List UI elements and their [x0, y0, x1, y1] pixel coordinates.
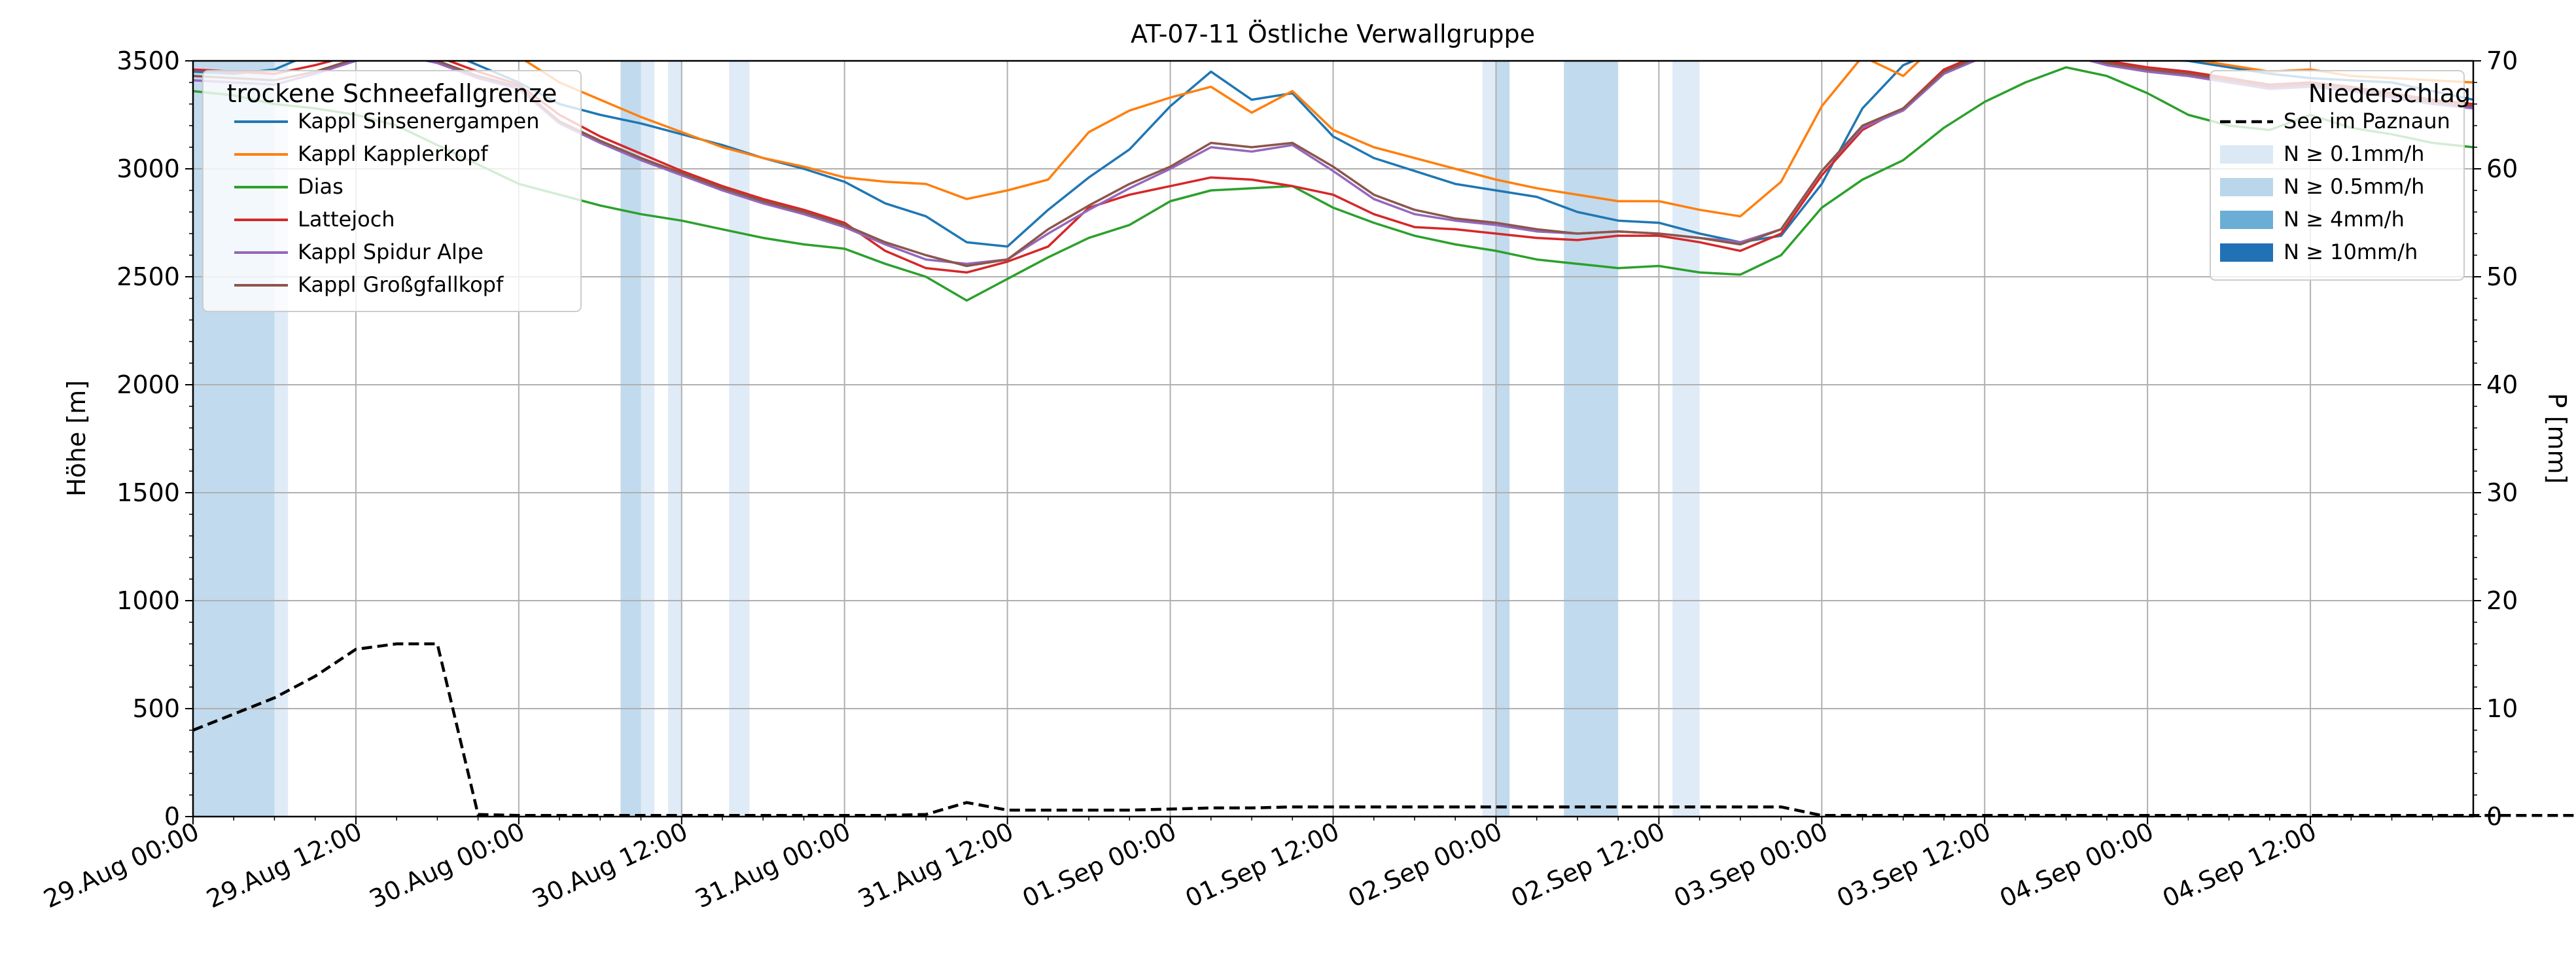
snowline-series	[193, 61, 2473, 302]
legend-entry-label: Lattejoch	[298, 207, 395, 232]
x-tick-label: 29.Aug 00:00	[39, 817, 203, 913]
legend-precipitation-box	[2210, 70, 2465, 281]
y-axis-left-label: Höhe [m]	[62, 380, 91, 497]
legend-snowline-items: Kappl Sinsenergampen Kappl Kapplerkopf Dia…	[234, 109, 540, 297]
precip-band	[1564, 61, 1619, 817]
legend-snowline: trockene Schneefallgrenze Kappl Sinsener…	[202, 70, 582, 312]
legend-entry-label: See im Paznaun	[2284, 109, 2450, 133]
y-tick-label-right: 50	[2486, 262, 2518, 291]
y-tick-label-right: 60	[2486, 154, 2518, 183]
x-tick-label: 01.Sep 12:00	[1181, 817, 1343, 913]
y-tick-label-left: 1000	[116, 586, 180, 615]
legend-swatch	[2220, 211, 2273, 229]
y-tick-label-left: 1500	[116, 478, 180, 507]
legend-snowline-box	[202, 70, 582, 312]
precip-line	[192, 642, 2576, 817]
precipitation-series	[192, 642, 2576, 817]
precip-band	[1496, 61, 1510, 817]
legend-swatch	[2220, 243, 2273, 262]
x-tick-label: 31.Aug 00:00	[691, 817, 855, 913]
x-tick-label: 03.Sep 00:00	[1670, 817, 1832, 913]
y-tick-label-right: 40	[2486, 370, 2518, 399]
y-tick-label-right: 30	[2486, 478, 2518, 507]
series-line	[193, 61, 2473, 248]
y-tick-label-left: 0	[164, 802, 180, 831]
chart-title: AT-07-11 Östliche Verwallgruppe	[1131, 20, 1535, 48]
legend-entry-label: N ≥ 10mm/h	[2284, 239, 2418, 264]
series-line	[193, 66, 2473, 302]
precip-band	[1482, 61, 1496, 817]
x-tick-label: 03.Sep 12:00	[1833, 817, 1995, 913]
legend-entry-label: N ≥ 0.1mm/h	[2284, 141, 2424, 166]
x-tick-label: 30.Aug 12:00	[528, 817, 692, 913]
legend-precipitation-items: See im Paznaun N ≥ 0.1mm/h N ≥ 0.5mm/h N ≥ …	[2220, 109, 2450, 264]
series-line	[193, 61, 2473, 265]
x-tick-label: 04.Sep 00:00	[1995, 817, 2157, 913]
precip-band	[729, 61, 750, 817]
legend-precipitation-title: Niederschlag	[2308, 79, 2471, 108]
y-tick-label-left: 500	[132, 694, 180, 723]
legend-snowline-title: trockene Schneefallgrenze	[227, 79, 557, 108]
legend-entry-label: Kappl Spidur Alpe	[298, 239, 484, 264]
legend-entry-label: N ≥ 4mm/h	[2284, 207, 2405, 232]
legend-entry-label: Kappl Sinsenergampen	[298, 109, 540, 133]
y-axis-left: 0 500 1000 1500 2000 2500 3000 3500	[116, 46, 193, 831]
x-tick-label: 04.Sep 12:00	[2158, 817, 2320, 913]
precip-band	[1672, 61, 1700, 817]
legend-swatch	[2220, 178, 2273, 196]
legend-entry-label: Kappl Großgfallkopf	[298, 272, 504, 297]
legend-precipitation: Niederschlag See im Paznaun N ≥ 0.1mm/h N …	[2210, 70, 2471, 281]
y-tick-label-right: 70	[2486, 46, 2518, 75]
x-tick-label: 31.Aug 12:00	[854, 817, 1018, 913]
legend-entry-label: Dias	[298, 174, 344, 199]
legend-entry-label: Kappl Kapplerkopf	[298, 141, 488, 166]
y-tick-label-right: 0	[2486, 802, 2502, 831]
y-axis-right-label: P [mm]	[2543, 393, 2571, 484]
y-tick-label-left: 2500	[116, 262, 180, 291]
x-tick-label: 29.Aug 12:00	[202, 817, 366, 913]
y-tick-label-left: 3500	[116, 46, 180, 75]
precipitation-bands	[193, 61, 1700, 817]
precip-band	[668, 61, 682, 817]
x-tick-label: 30.Aug 00:00	[365, 817, 529, 913]
x-tick-label: 02.Sep 12:00	[1507, 817, 1669, 913]
y-tick-label-right: 10	[2486, 694, 2518, 723]
y-tick-label-right: 20	[2486, 586, 2518, 615]
x-tick-label: 01.Sep 00:00	[1018, 817, 1180, 913]
series-line	[193, 61, 2473, 268]
legend-entry-label: N ≥ 0.5mm/h	[2284, 174, 2424, 199]
legend-swatch	[2220, 145, 2273, 164]
y-axis-right: 0 10 20 30 40 50 60 70	[2473, 46, 2518, 831]
y-tick-label-left: 3000	[116, 154, 180, 183]
y-tick-label-left: 2000	[116, 370, 180, 399]
precip-band	[641, 61, 655, 817]
x-tick-label: 02.Sep 00:00	[1344, 817, 1506, 913]
series-line	[523, 61, 2473, 218]
precip-band	[620, 61, 641, 817]
